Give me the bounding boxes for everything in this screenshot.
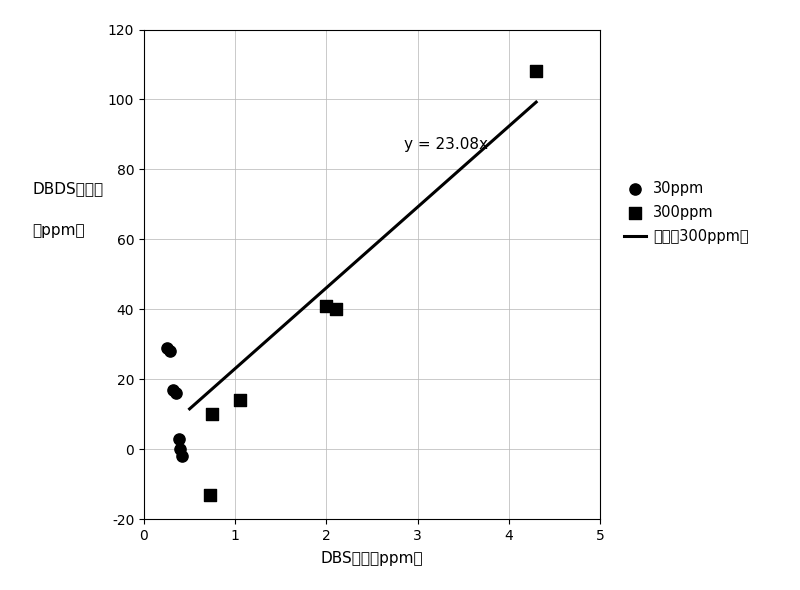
300ppm bbox=[329, 304, 342, 314]
300ppm bbox=[203, 490, 216, 499]
线性（300ppm） bbox=[531, 99, 541, 106]
Legend: 30ppm, 300ppm, 线性（300ppm）: 30ppm, 300ppm, 线性（300ppm） bbox=[617, 174, 756, 251]
Text: DBDS减少量: DBDS减少量 bbox=[32, 181, 103, 196]
30ppm bbox=[172, 434, 185, 444]
300ppm bbox=[530, 67, 542, 76]
30ppm bbox=[163, 346, 176, 356]
X-axis label: DBS浓度（ppm）: DBS浓度（ppm） bbox=[321, 551, 423, 566]
Text: （ppm）: （ppm） bbox=[32, 222, 85, 238]
线性（300ppm） bbox=[185, 405, 194, 412]
300ppm bbox=[206, 409, 219, 419]
30ppm bbox=[174, 444, 187, 454]
30ppm bbox=[170, 389, 182, 398]
30ppm bbox=[160, 343, 174, 353]
300ppm bbox=[320, 301, 333, 310]
30ppm bbox=[166, 385, 179, 395]
300ppm bbox=[234, 395, 246, 405]
30ppm bbox=[176, 451, 189, 461]
Text: y = 23.08x: y = 23.08x bbox=[404, 137, 488, 152]
Line: 线性（300ppm）: 线性（300ppm） bbox=[190, 102, 536, 409]
